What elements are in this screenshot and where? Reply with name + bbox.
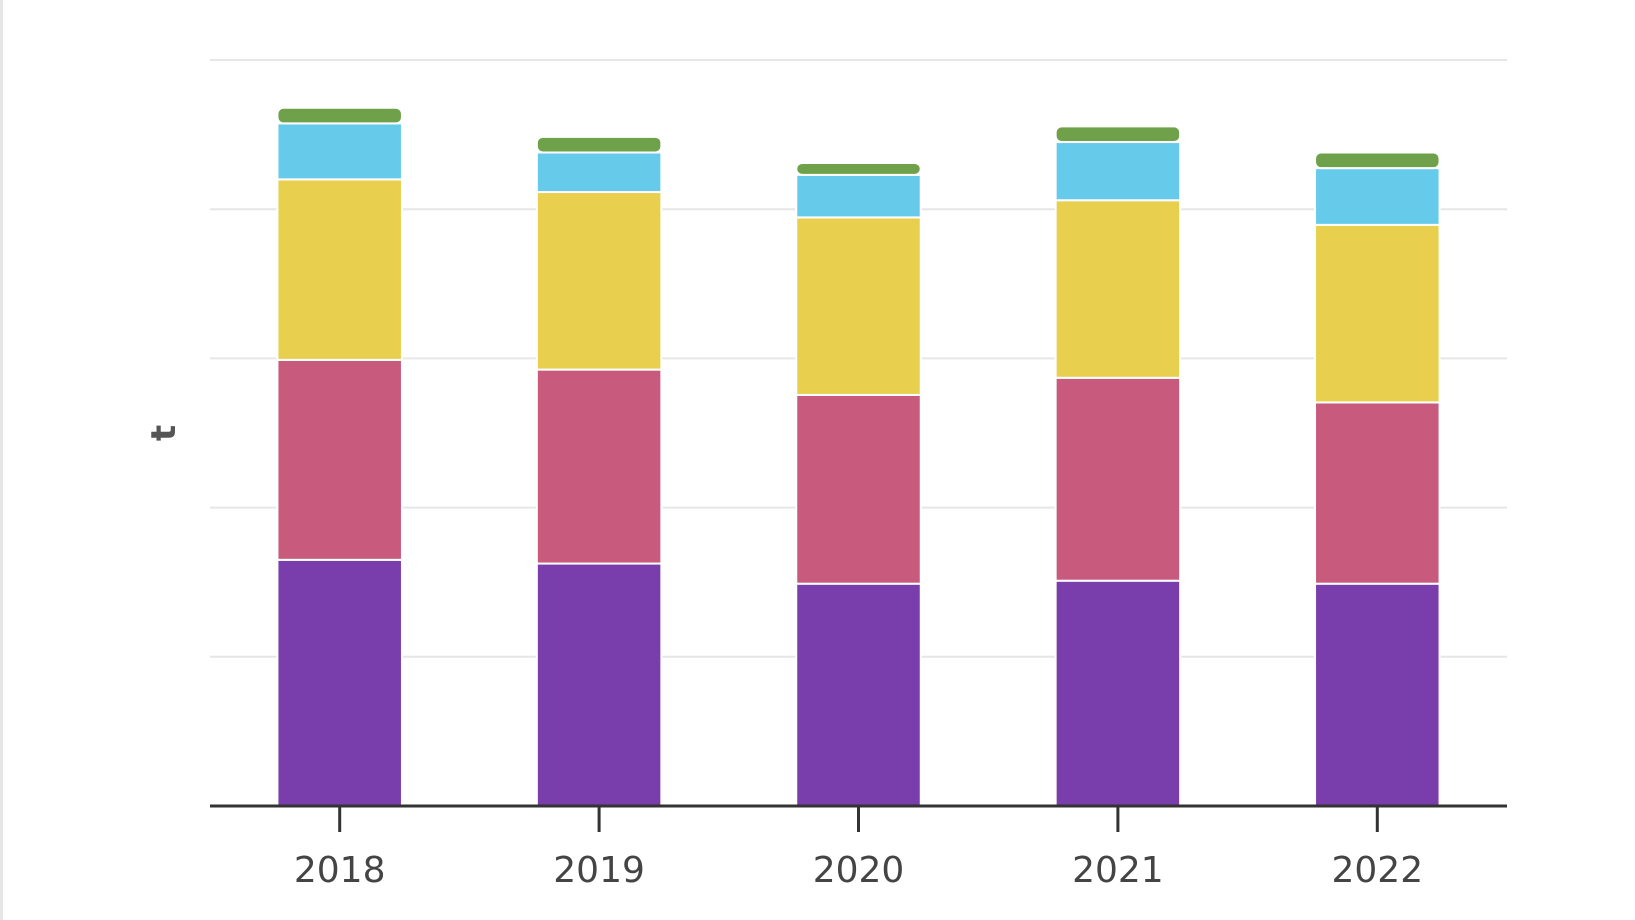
x-tick-label-2020: 2020: [813, 850, 905, 891]
x-tick-label-2018: 2018: [294, 850, 386, 891]
bar-2019-segment-4[interactable]: [535, 151, 663, 194]
bar-2021-segment-3[interactable]: [1054, 199, 1182, 379]
bar-2022-segment-4[interactable]: [1314, 167, 1441, 226]
bar-2019-segment-1[interactable]: [535, 562, 663, 807]
bar-2018-segment-5[interactable]: [276, 106, 403, 125]
x-tick-label-2019: 2019: [553, 850, 645, 891]
bar-2018-segment-2[interactable]: [276, 358, 403, 561]
bar-2020-segment-4[interactable]: [795, 173, 922, 219]
bar-2021-segment-2[interactable]: [1054, 376, 1182, 582]
bar-2021-segment-5[interactable]: [1054, 125, 1182, 144]
bar-2020-segment-5[interactable]: [795, 161, 922, 176]
bar-2022-segment-1[interactable]: [1314, 582, 1441, 808]
bar-2020-segment-2[interactable]: [795, 393, 922, 585]
bar-2018-segment-4[interactable]: [276, 122, 403, 181]
bar-2019-segment-3[interactable]: [535, 191, 663, 371]
bar-2019-segment-5[interactable]: [535, 135, 663, 154]
bar-2018-segment-3[interactable]: [276, 178, 403, 361]
x-tick-label-2021: 2021: [1072, 850, 1164, 891]
bar-2022-segment-3[interactable]: [1314, 223, 1441, 404]
bar-2021-segment-1[interactable]: [1054, 579, 1182, 808]
bar-stacks: [276, 106, 1441, 808]
x-tick-label-2022: 2022: [1331, 850, 1423, 891]
bar-2020-segment-3[interactable]: [795, 216, 922, 396]
bar-2019-segment-2[interactable]: [535, 368, 663, 565]
bar-2022-segment-2[interactable]: [1314, 401, 1441, 585]
stacked-bar-chart: 2018 2019 2020 2021 2022 t: [144, 59, 1507, 891]
bar-2022-segment-5[interactable]: [1314, 151, 1441, 170]
bar-2021-segment-4[interactable]: [1054, 141, 1182, 202]
y-axis-title: t: [144, 425, 184, 441]
bar-2018-segment-1[interactable]: [276, 558, 403, 807]
x-axis-ticks: 2018 2019 2020 2021 2022: [294, 806, 1423, 891]
bar-2020-segment-1[interactable]: [795, 582, 922, 808]
